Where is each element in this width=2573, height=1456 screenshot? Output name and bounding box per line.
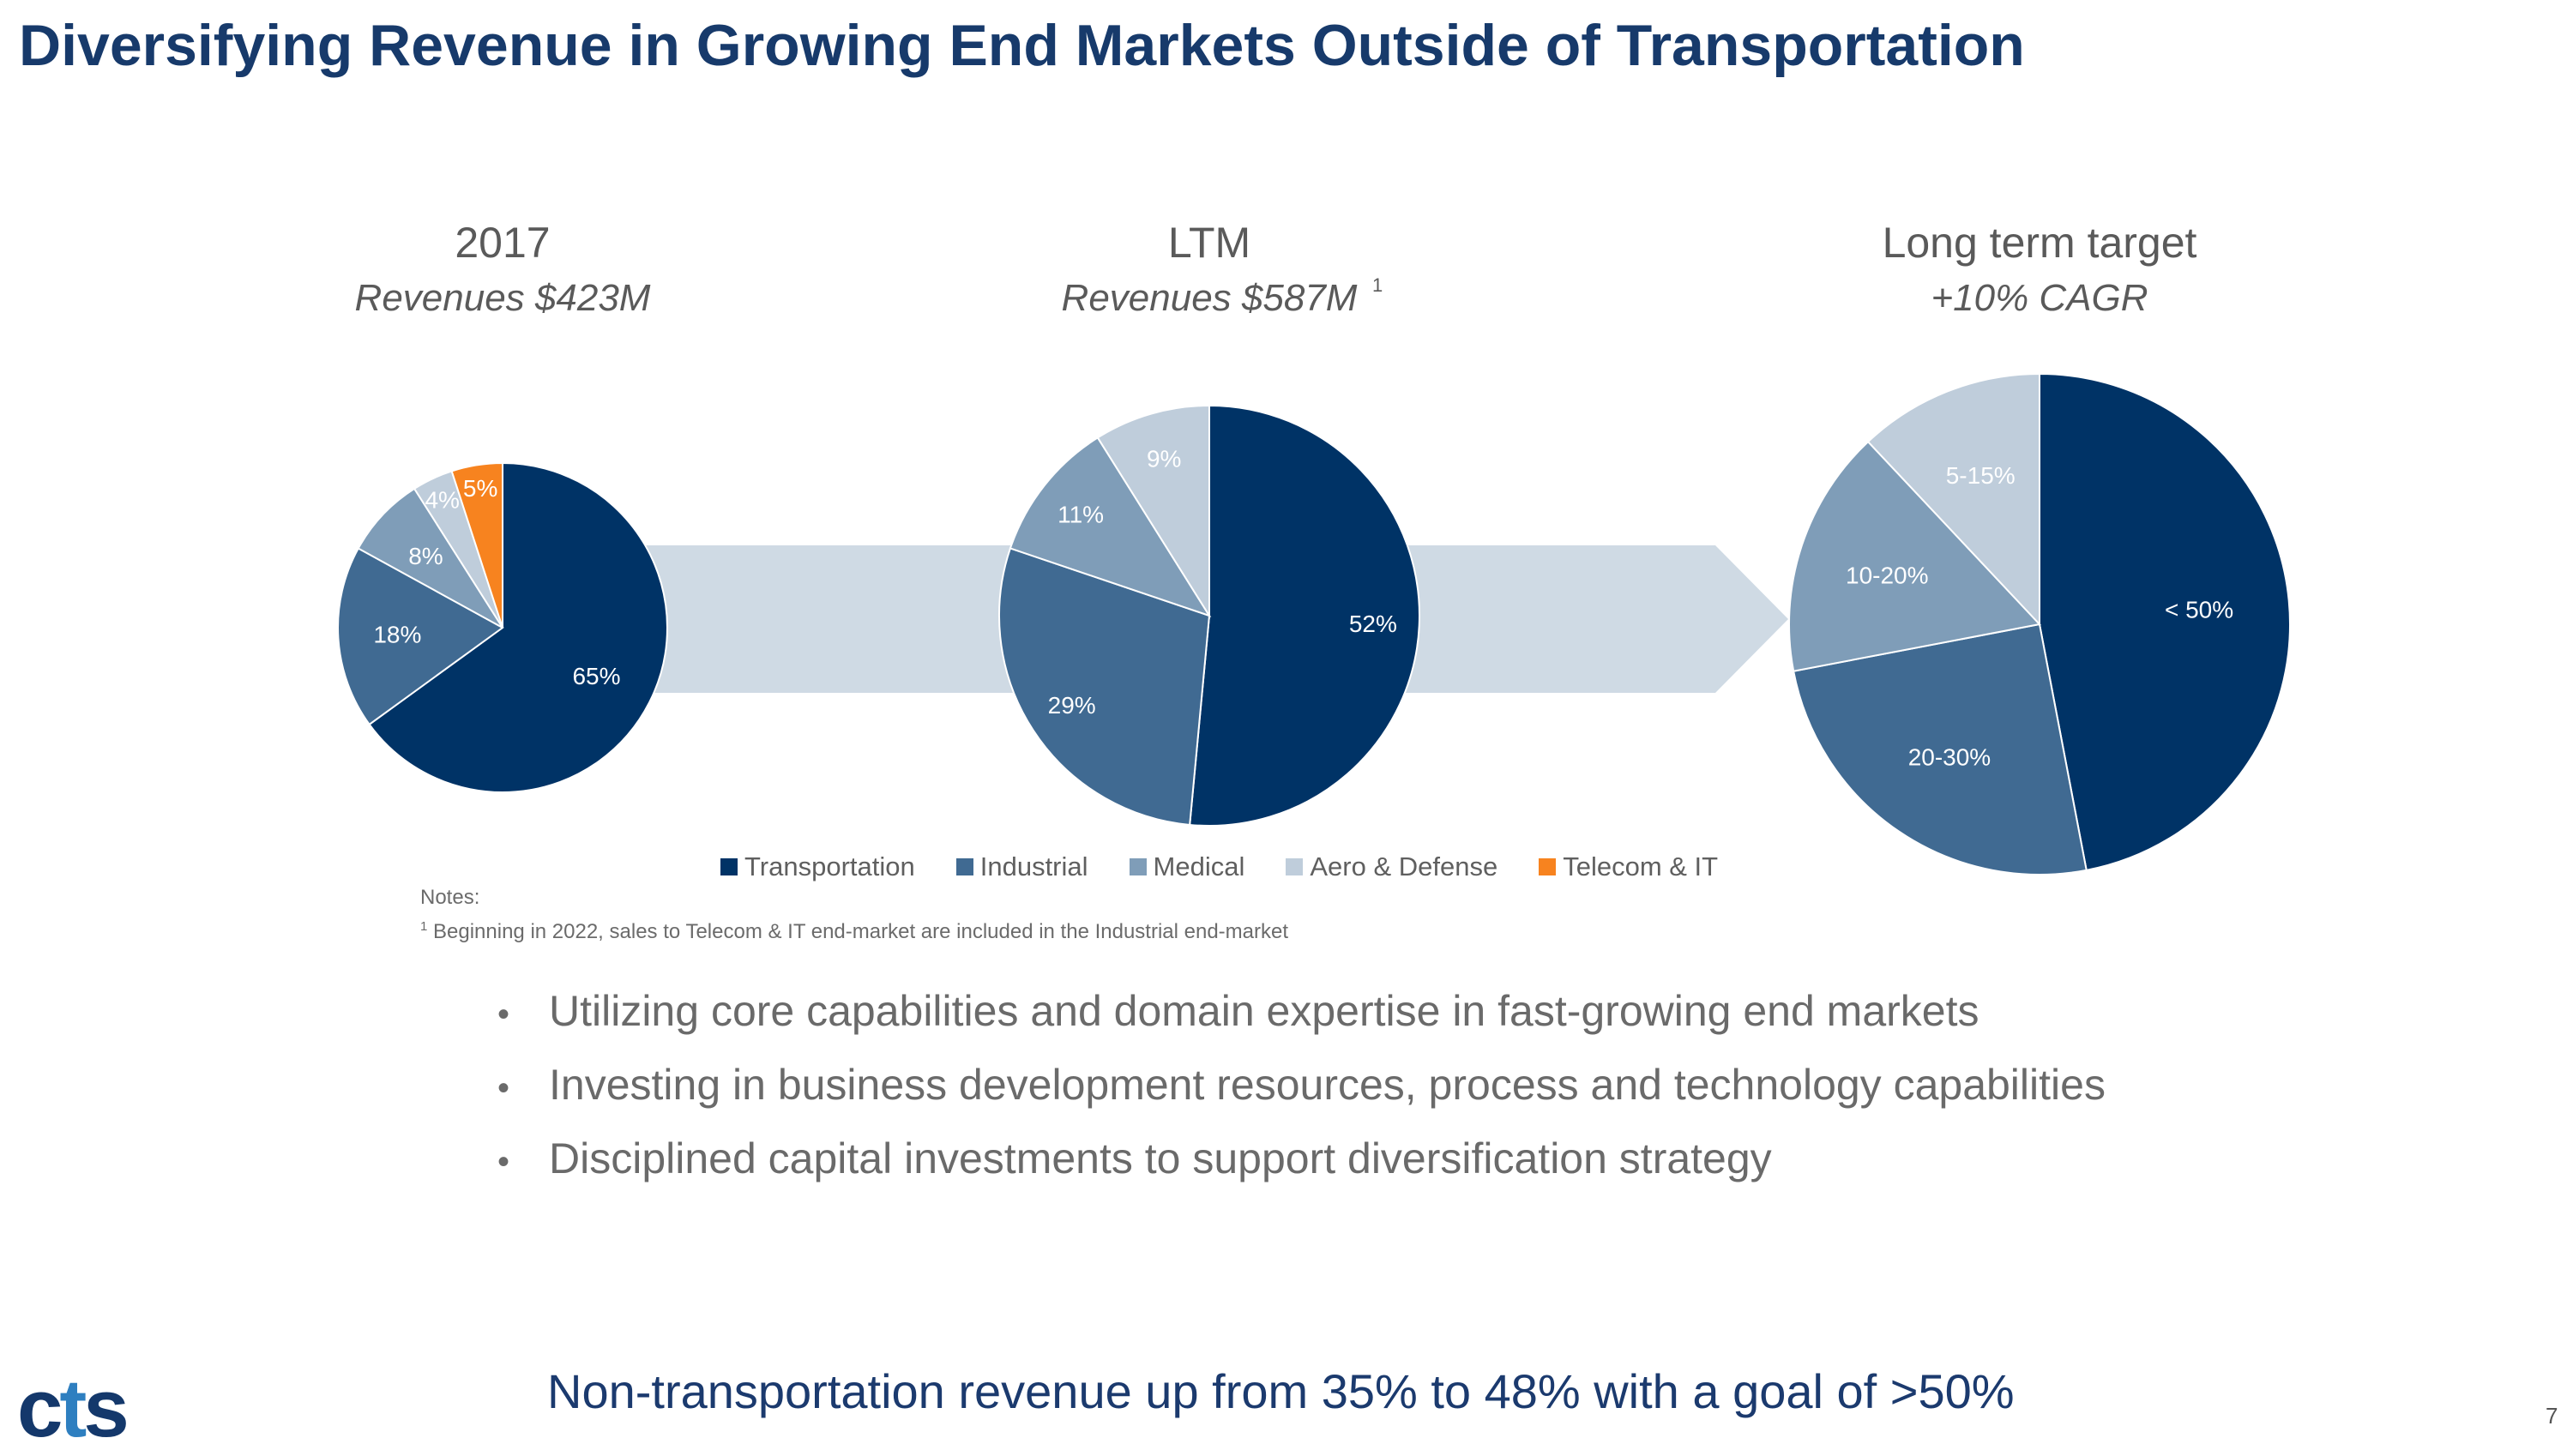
footnote-marker: 1 xyxy=(1372,274,1383,296)
pie-slice-transportation xyxy=(1189,404,1420,827)
legend-label: Telecom & IT xyxy=(1563,851,1719,881)
bullet-text: Investing in business development resour… xyxy=(549,1061,2106,1109)
list-item: • Disciplined capital investments to sup… xyxy=(497,1134,2106,1207)
legend-label: Industrial xyxy=(979,851,1088,881)
bullet-text: Utilizing core capabilities and domain e… xyxy=(549,987,1979,1035)
legend-item-medical: Medical xyxy=(1129,851,1245,882)
pie-data-label: 65% xyxy=(572,663,620,689)
legend-swatch xyxy=(1539,858,1557,875)
pie-data-label: < 50% xyxy=(2165,596,2233,623)
legend-swatch xyxy=(720,858,738,875)
bullet-text: Disciplined capital investments to suppo… xyxy=(549,1134,1772,1182)
legend-item-industrial: Industrial xyxy=(955,851,1088,882)
list-item: • Utilizing core capabilities and domain… xyxy=(497,986,2106,1060)
chart-subtitle: +10% CAGR xyxy=(1931,277,2148,319)
pie-slice-aero-defense xyxy=(1866,372,2040,627)
pie-slice-transportation xyxy=(368,461,668,793)
logo-letter-c: c xyxy=(17,1363,63,1454)
pie-slice-medical xyxy=(1787,440,2041,672)
logo-letter-t: t xyxy=(59,1363,87,1454)
page-number: 7 xyxy=(2546,1403,2558,1429)
footnote-marker: 1 xyxy=(420,919,428,934)
pie-slice-transportation xyxy=(2039,372,2291,872)
bullet-glyph: • xyxy=(497,996,510,1033)
legend-swatch xyxy=(955,858,973,875)
cts-logo: cts xyxy=(17,1362,130,1456)
pie-data-label: 10-20% xyxy=(1846,562,1929,588)
notes-heading: Notes: xyxy=(420,886,480,909)
pie-data-label: 5-15% xyxy=(1946,462,2016,489)
legend-item-telecom-it: Telecom & IT xyxy=(1539,851,1718,882)
pie-slice-aero-defense xyxy=(1096,404,1210,619)
pie-data-label: 29% xyxy=(1048,692,1096,719)
pie-data-label: 20-30% xyxy=(1908,744,1992,771)
legend-swatch xyxy=(1129,858,1147,875)
footnote-text: Beginning in 2022, sales to Telecom & IT… xyxy=(433,920,1289,943)
pie-slice-medical xyxy=(357,487,503,629)
legend-item-aero-defense: Aero & Defense xyxy=(1286,851,1497,882)
bullet-glyph: • xyxy=(497,1069,510,1107)
tagline: Non-transportation revenue up from 35% t… xyxy=(547,1364,2015,1418)
notes: Notes: 1 Beginning in 2022, sales to Tel… xyxy=(420,883,1288,947)
chart-legend: Transportation Industrial Medical Aero &… xyxy=(720,851,1718,882)
pie-data-label: 11% xyxy=(1058,502,1104,528)
pie-slice-medical xyxy=(1009,436,1212,617)
legend-label: Medical xyxy=(1153,851,1245,881)
pie-slice-industrial xyxy=(337,547,504,726)
pie-data-label: 52% xyxy=(1349,611,1397,637)
pie-data-label: 5% xyxy=(463,475,497,502)
chart-title: Long term target xyxy=(1883,219,2197,267)
pie-data-label: 8% xyxy=(408,543,443,569)
pie-slice-industrial xyxy=(998,547,1211,827)
pie-slice-telecom-it xyxy=(450,461,503,629)
bullet-glyph: • xyxy=(497,1143,510,1181)
pie-data-label: 4% xyxy=(425,487,459,514)
legend-item-transportation: Transportation xyxy=(720,851,915,882)
bullet-list: • Utilizing core capabilities and domain… xyxy=(497,986,2106,1207)
pie-data-label: 18% xyxy=(373,622,421,648)
legend-label: Transportation xyxy=(744,851,915,881)
chart-subtitle: Revenues $423M xyxy=(355,277,651,319)
chart-subtitle: Revenues $587M xyxy=(1062,277,1358,319)
pie-slice-industrial xyxy=(1792,623,2088,876)
chart-title: LTM xyxy=(1168,219,1250,267)
logo-letter-s: s xyxy=(83,1363,129,1454)
list-item: • Investing in business development reso… xyxy=(497,1060,2106,1134)
notes-footnote: 1 Beginning in 2022, sales to Telecom & … xyxy=(420,912,1288,947)
page-title: Diversifying Revenue in Growing End Mark… xyxy=(19,13,2025,78)
pie-data-label: 9% xyxy=(1147,445,1181,472)
legend-label: Aero & Defense xyxy=(1310,851,1498,881)
chart-title: 2017 xyxy=(455,219,550,267)
legend-swatch xyxy=(1286,858,1304,875)
